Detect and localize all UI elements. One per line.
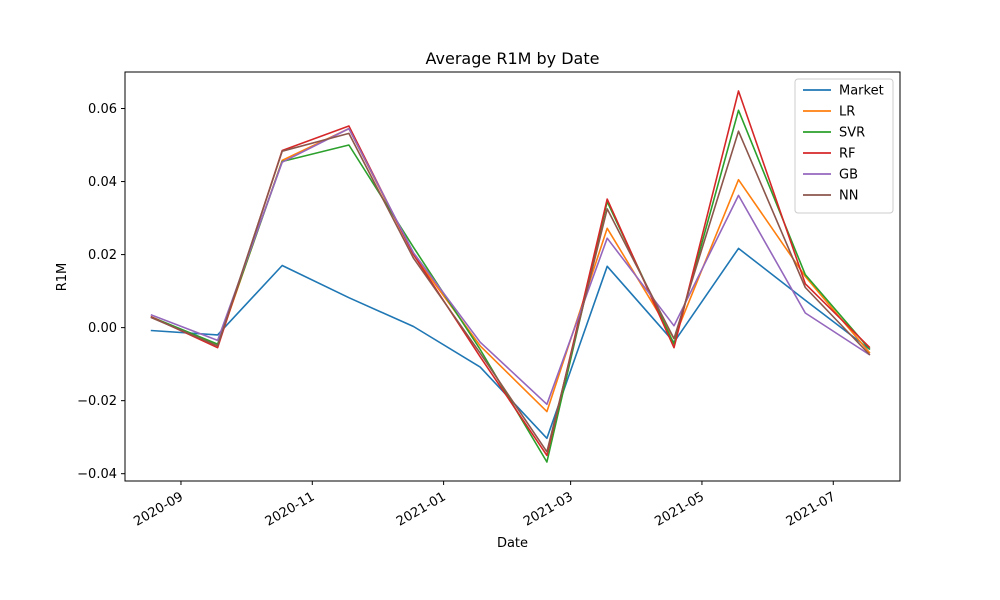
legend-label: GB [839, 168, 858, 183]
legend-label: Market [839, 84, 884, 99]
y-axis: −0.04 −0.02 0.00 0.02 0.04 0.06 [77, 102, 125, 482]
series-line-nn [150, 130, 871, 453]
y-tick-label: 0.00 [88, 321, 117, 336]
legend-label: NN [839, 189, 858, 204]
y-tick-label: 0.02 [88, 248, 117, 263]
y-tick-label: 0.06 [88, 102, 117, 117]
plot-frame [124, 71, 901, 482]
y-axis-label: R1M [55, 263, 70, 292]
legend-label: LR [839, 105, 855, 120]
y-tick-label: −0.04 [77, 467, 117, 482]
y-tick-label: −0.02 [77, 394, 117, 409]
y-tick-label: 0.04 [88, 175, 117, 190]
chart-title: Average R1M by Date [426, 49, 600, 68]
x-axis-label: Date [497, 536, 528, 551]
legend-label: RF [839, 147, 856, 162]
legend-box [794, 78, 894, 214]
legend-label: SVR [839, 126, 865, 141]
series-line-gb [150, 127, 871, 406]
legend: Market LR SVR RF GB NN [794, 78, 894, 214]
series-layer [150, 90, 871, 463]
